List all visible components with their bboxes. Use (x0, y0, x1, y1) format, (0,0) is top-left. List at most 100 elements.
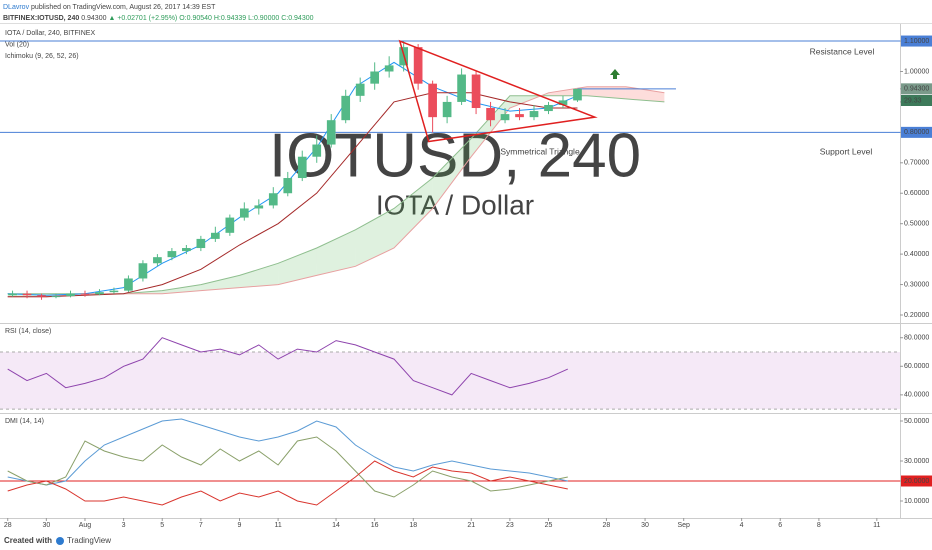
candle-body (283, 178, 293, 194)
x-tick-label: 16 (371, 522, 379, 529)
candle-body (225, 217, 235, 233)
panel-label: DMI (14, 14) (5, 418, 44, 425)
candle-body (544, 104, 553, 112)
ichimoku-line (7, 92, 578, 298)
candle-body (471, 74, 481, 109)
candle-body (341, 95, 351, 121)
candle-body (167, 251, 177, 258)
header-line-1: DLavrov published on TradingView.com, Au… (3, 4, 216, 11)
candle-body (558, 100, 568, 105)
published: published on TradingView.com, August 26,… (31, 4, 216, 11)
candle-body (326, 120, 336, 145)
dmi-line (7, 436, 568, 498)
symbol: BITFINEX:IOTUSD, 240 (3, 15, 79, 22)
candle-body (573, 88, 582, 101)
panel-label: RSI (14, close) (5, 328, 51, 335)
y-tick-label: 80.0000 (904, 335, 929, 342)
rsi-band (0, 352, 900, 410)
change: ▲ +0.02701 (+2.95%) (108, 15, 177, 22)
dmi-line (7, 460, 568, 506)
author: DLavrov (3, 4, 30, 11)
x-tick-label: 5 (160, 522, 164, 529)
y-tick-label: 1.00000 (904, 68, 929, 75)
footer-created: Created with (4, 536, 52, 545)
candle-body (413, 47, 423, 84)
cloud (278, 248, 317, 285)
candle-body (457, 74, 466, 102)
x-tick-label: 30 (641, 522, 649, 529)
x-tick-label: 9 (238, 522, 242, 529)
y-tick-label: 10.0000 (904, 498, 929, 505)
x-tick-label: 28 (4, 522, 12, 529)
annotation: Resistance Level (810, 46, 875, 56)
candle-body (370, 71, 380, 84)
cloud (432, 138, 472, 209)
header-line-2: BITFINEX:IOTUSD, 240 0.94300 ▲ +0.02701 … (3, 15, 314, 22)
y-tick-label: 1.10000 (904, 38, 929, 45)
y-tick-label: 0.30000 (904, 281, 929, 288)
legend-label: IOTA / Dollar, 240, BITFINEX (5, 30, 95, 37)
candle-body (95, 292, 104, 295)
cloud (393, 178, 433, 249)
candle-body (442, 101, 452, 118)
candle-body (515, 114, 524, 118)
tag-label: 29.33 (904, 97, 922, 104)
y-tick-label: 0.70000 (904, 160, 929, 167)
y-tick-label: 30.0000 (904, 458, 929, 465)
footer-brand: TradingView (67, 536, 111, 545)
legend-label: Ichimoku (9, 26, 52, 26) (5, 53, 79, 60)
candle-body (124, 278, 133, 291)
cloud (239, 263, 279, 288)
x-tick-label: 7 (199, 522, 203, 529)
cloud (625, 86, 665, 102)
candle-body (109, 290, 119, 293)
candle-body (500, 114, 510, 121)
x-tick-label: 11 (274, 522, 281, 529)
cloud (200, 275, 240, 291)
y-tick-box (901, 475, 932, 487)
x-tick-label: 23 (506, 522, 514, 529)
y-tick-label: 0.94300 (904, 86, 929, 93)
candle-body (297, 156, 307, 179)
tag-box (901, 95, 932, 106)
x-tick-label: Aug (79, 522, 92, 529)
candle-body (138, 263, 148, 279)
cloud (355, 208, 394, 267)
x-tick-label: 21 (467, 522, 475, 529)
triangle-drawing (398, 39, 598, 143)
annotation: Support Level (820, 146, 873, 156)
y-tick-box (901, 35, 932, 47)
candle-body (153, 257, 162, 264)
y-tick-label: 40.0000 (904, 392, 929, 399)
x-tick-label: 28 (603, 522, 611, 529)
cloud (587, 86, 626, 99)
x-tick-label: 30 (42, 522, 50, 529)
candle-body (239, 208, 249, 218)
y-tick-label: 50.0000 (904, 418, 929, 425)
y-tick-label: 0.20000 (904, 312, 929, 319)
candle-body (312, 144, 322, 157)
legend-label: Vol (20) (5, 41, 29, 48)
annotation: Symmetrical Triangle (500, 146, 580, 156)
candle-body (428, 83, 437, 118)
x-tick-label: 4 (740, 522, 744, 529)
candle-body (80, 293, 90, 295)
x-tick-label: 25 (545, 522, 553, 529)
candle-body (254, 205, 264, 209)
y-tick-label: 60.0000 (904, 363, 929, 370)
candle-body (37, 295, 46, 297)
y-tick-box (901, 126, 932, 138)
y-tick-label: 0.80000 (904, 129, 929, 136)
arrow-up (610, 69, 620, 79)
x-tick-label: 11 (873, 522, 880, 529)
x-tick-label: 14 (332, 522, 340, 529)
price: 0.94300 (81, 15, 106, 22)
candle-body (22, 293, 32, 296)
candle-body (51, 296, 61, 298)
x-tick-label: Sep (677, 522, 690, 529)
candle-body (182, 248, 191, 252)
watermark: IOTA / Dollar (376, 189, 534, 220)
candle-body (196, 238, 206, 249)
